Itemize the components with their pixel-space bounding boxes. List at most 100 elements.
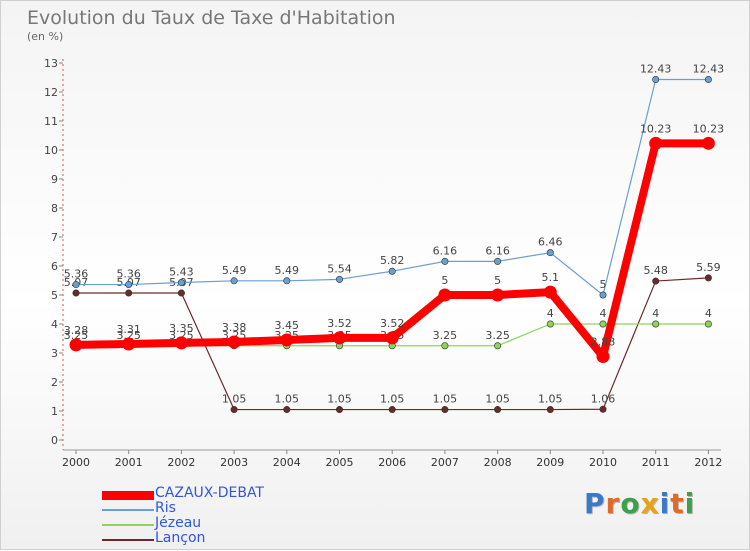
data-point-cazaux-debat xyxy=(333,331,346,345)
data-point-ris xyxy=(599,291,607,299)
legend-item: CAZAUX-DEBAT xyxy=(102,485,362,502)
data-label-ris: 5.36 xyxy=(116,268,141,281)
legend-swatch xyxy=(102,539,154,541)
data-point-j-zeau xyxy=(494,342,502,350)
data-label-cazaux-debat: 3.38 xyxy=(222,321,247,334)
data-label-cazaux-debat: 5.1 xyxy=(542,271,560,284)
data-point-lan-on xyxy=(177,289,185,297)
data-point-cazaux-debat xyxy=(596,349,610,363)
data-point-ris xyxy=(494,257,502,265)
data-label-lan-on: 1.06 xyxy=(591,392,616,405)
data-label-ris: 12.43 xyxy=(640,63,672,76)
data-label-cazaux-debat: 3.45 xyxy=(275,319,300,332)
y-tick-label: 6 xyxy=(51,260,58,273)
x-tick-label: 2003 xyxy=(220,456,248,469)
y-tick-label: 2 xyxy=(51,376,58,389)
data-point-cazaux-debat xyxy=(69,338,83,352)
proxiti-logo: Proxiti xyxy=(584,487,695,520)
data-point-lan-on xyxy=(599,405,607,413)
logo-letter: i xyxy=(659,487,671,520)
data-point-lan-on xyxy=(335,406,343,414)
x-tick-label: 2007 xyxy=(431,456,459,469)
data-label-j-zeau: 4 xyxy=(652,307,659,320)
data-point-j-zeau xyxy=(441,342,449,350)
data-label-cazaux-debat: 3.28 xyxy=(64,324,89,337)
data-label-cazaux-debat: 3.35 xyxy=(169,322,194,335)
y-tick-label: 4 xyxy=(51,318,58,331)
data-label-j-zeau: 3.25 xyxy=(169,329,194,342)
data-label-j-zeau: 3.25 xyxy=(116,329,141,342)
data-point-cazaux-debat xyxy=(122,337,136,351)
data-point-ris xyxy=(704,76,712,84)
legend-swatch xyxy=(102,509,154,511)
data-point-lan-on xyxy=(546,406,554,414)
data-point-ris xyxy=(125,281,133,289)
data-point-lan-on xyxy=(230,406,238,414)
y-tick-label: 12 xyxy=(44,86,58,99)
y-tick-label: 9 xyxy=(51,173,58,186)
data-point-cazaux-debat xyxy=(701,136,715,150)
data-label-cazaux-debat: 2.88 xyxy=(591,335,616,348)
data-label-lan-on: 5.59 xyxy=(696,261,721,274)
data-point-lan-on xyxy=(494,406,502,414)
data-point-ris xyxy=(177,279,185,287)
data-label-cazaux-debat: 10.23 xyxy=(640,122,672,135)
x-tick-label: 2008 xyxy=(484,456,512,469)
logo-letter: i xyxy=(684,487,696,520)
data-label-lan-on: 1.05 xyxy=(485,393,510,406)
data-point-cazaux-debat xyxy=(385,331,399,345)
data-label-ris: 5.82 xyxy=(380,254,405,267)
data-label-j-zeau: 4 xyxy=(705,307,712,320)
data-point-j-zeau xyxy=(546,320,554,328)
data-label-cazaux-debat: 3.52 xyxy=(380,317,405,330)
x-tick-label: 2005 xyxy=(326,456,354,469)
data-label-ris: 6.16 xyxy=(433,244,458,257)
legend-swatch xyxy=(102,490,154,500)
data-point-cazaux-debat xyxy=(227,335,241,349)
data-label-ris: 5.49 xyxy=(222,264,247,277)
x-tick-label: 2001 xyxy=(115,456,143,469)
data-point-cazaux-debat xyxy=(649,136,663,150)
data-label-lan-on: 1.05 xyxy=(222,393,247,406)
y-tick-label: 3 xyxy=(51,347,58,360)
unit-label: (en %) xyxy=(27,30,64,43)
data-label-ris: 6.16 xyxy=(485,244,510,257)
data-label-ris: 5.36 xyxy=(64,268,89,281)
data-point-lan-on xyxy=(704,274,712,282)
logo-letter: r xyxy=(605,487,621,520)
legend-label: Jézeau xyxy=(155,515,202,531)
x-tick-label: 2011 xyxy=(642,456,670,469)
y-tick-label: 1 xyxy=(51,405,58,418)
data-point-lan-on xyxy=(652,277,660,285)
data-point-cazaux-debat xyxy=(543,285,557,299)
data-point-lan-on xyxy=(388,406,396,414)
data-label-cazaux-debat: 3.31 xyxy=(116,323,141,336)
data-label-cazaux-debat: 5 xyxy=(441,274,448,287)
x-tick-label: 2009 xyxy=(536,456,564,469)
data-label-j-zeau: 3.25 xyxy=(433,329,458,342)
data-point-ris xyxy=(388,267,396,275)
data-label-ris: 5.43 xyxy=(169,266,194,279)
data-point-lan-on xyxy=(283,406,291,414)
data-point-cazaux-debat xyxy=(280,333,294,347)
x-tick-label: 2002 xyxy=(167,456,195,469)
data-point-j-zeau xyxy=(599,320,607,328)
data-label-lan-on: 1.05 xyxy=(380,393,405,406)
data-point-lan-on xyxy=(125,289,133,297)
data-label-ris: 5.54 xyxy=(327,262,352,275)
data-point-j-zeau xyxy=(704,320,712,328)
data-label-ris: 5.49 xyxy=(275,264,300,277)
legend-item: Ris xyxy=(102,500,362,517)
data-label-ris: 5 xyxy=(600,278,607,291)
data-point-cazaux-debat xyxy=(491,288,505,302)
x-tick-label: 2006 xyxy=(378,456,406,469)
x-tick-label: 2012 xyxy=(694,456,722,469)
chart-title: Evolution du Taux de Taxe d'Habitation xyxy=(27,7,396,29)
legend-label: CAZAUX-DEBAT xyxy=(155,485,264,501)
x-tick-label: 2000 xyxy=(62,456,90,469)
data-point-cazaux-debat xyxy=(438,288,452,302)
data-label-j-zeau: 3.25 xyxy=(64,329,89,342)
data-label-ris: 12.43 xyxy=(693,63,725,76)
